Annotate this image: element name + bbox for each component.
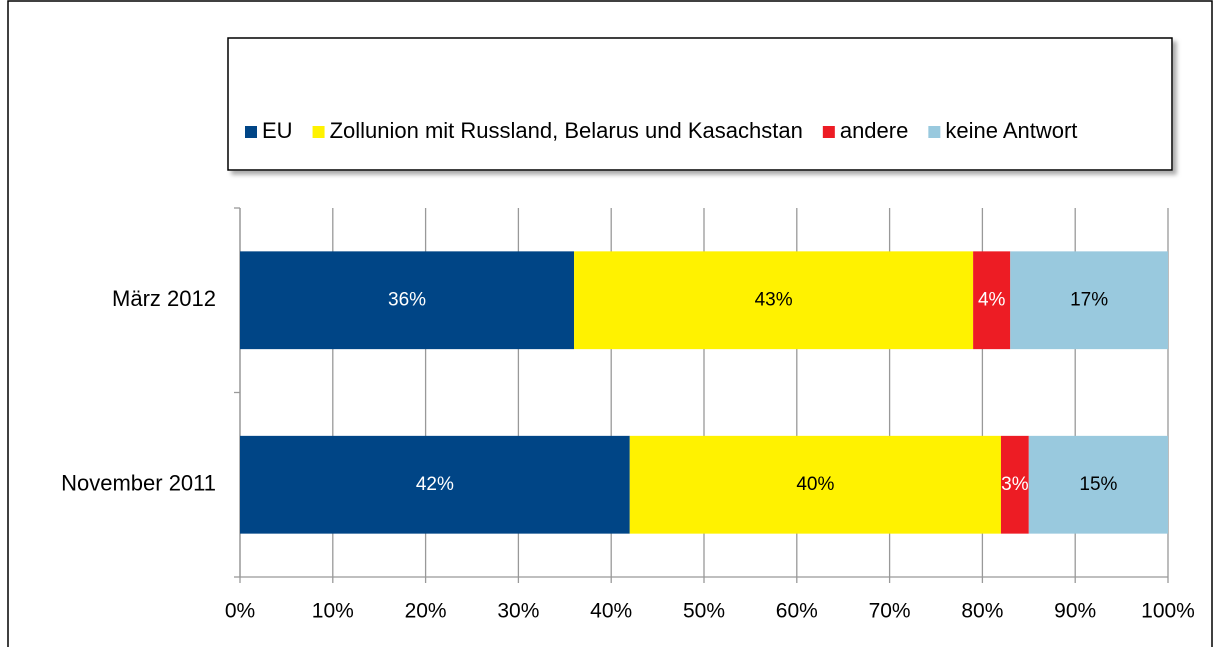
x-tick-label: 10% (312, 600, 354, 623)
data-label: 15% (1079, 474, 1117, 495)
legend-swatch (928, 126, 941, 138)
legend-swatch (312, 126, 325, 138)
bar-segment (1028, 435, 1168, 534)
legend: EU Zollunion mit Russland, Belarus und Ka… (245, 118, 1077, 143)
bar-segment (973, 251, 1011, 350)
data-label: 4% (978, 289, 1006, 310)
x-tick-label: 100% (1141, 600, 1195, 623)
data-label: 36% (388, 289, 426, 310)
data-label: 3% (1001, 474, 1029, 495)
x-tick-label: 30% (497, 600, 539, 623)
bar-segment (574, 251, 974, 350)
x-tick-label: 40% (590, 600, 632, 623)
x-tick-label: 50% (683, 600, 725, 623)
bar-segment (240, 251, 575, 350)
x-tick-label: 20% (405, 600, 447, 623)
chart-frame (7, 0, 1213, 647)
data-label: 17% (1070, 289, 1108, 310)
legend-label: andere (840, 118, 909, 143)
legend-swatch (245, 126, 257, 138)
legend-swatch (822, 126, 835, 138)
bar-segment (240, 435, 630, 534)
y-tick-label: März 2012 (112, 286, 216, 311)
bar-segment (1010, 251, 1168, 350)
data-label: 43% (755, 289, 793, 310)
bar-segment (629, 435, 1001, 534)
legend-box (227, 37, 1173, 171)
x-tick-label: 80% (961, 600, 1003, 623)
y-tick-label: November 2011 (61, 471, 216, 496)
legend-label: Zollunion mit Russland, Belarus und Kasa… (330, 118, 803, 143)
legend-label: keine Antwort (945, 118, 1077, 143)
data-label: 42% (416, 474, 454, 495)
x-tick-label: 0% (225, 600, 255, 623)
bar-segment (1000, 435, 1029, 534)
x-tick-label: 70% (869, 600, 911, 623)
data-label: 40% (796, 474, 834, 495)
x-tick-label: 90% (1054, 600, 1096, 623)
legend-label: EU (262, 118, 293, 143)
x-tick-label: 60% (776, 600, 818, 623)
